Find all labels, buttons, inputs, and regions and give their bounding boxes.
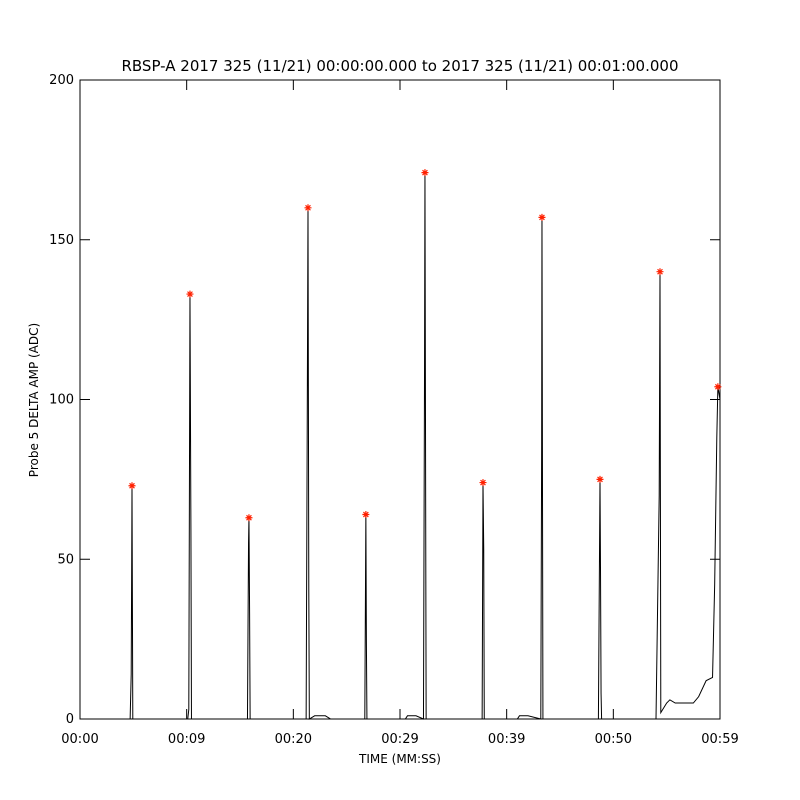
peak-marker: [128, 482, 136, 490]
x-tick-label: 00:20: [275, 732, 312, 747]
peak-marker: [186, 290, 194, 298]
y-tick-label: 150: [49, 233, 74, 248]
y-tick-label: 0: [66, 712, 74, 727]
y-tick-label: 50: [57, 552, 74, 567]
x-tick-label: 00:09: [168, 732, 205, 747]
peak-marker: [714, 383, 722, 391]
peak-marker: [596, 475, 604, 483]
x-tick-label: 00:39: [488, 732, 525, 747]
peak-marker: [362, 511, 370, 519]
peak-marker: [656, 268, 664, 276]
peak-marker: [421, 169, 429, 177]
peak-marker: [479, 479, 487, 487]
x-tick-label: 00:50: [595, 732, 632, 747]
x-tick-label: 00:29: [381, 732, 418, 747]
chart-title: RBSP-A 2017 325 (11/21) 00:00:00.000 to …: [121, 57, 678, 75]
peak-marker: [245, 514, 253, 522]
peak-marker: [304, 204, 312, 212]
y-tick-label: 100: [49, 393, 74, 408]
x-tick-label: 00:00: [61, 732, 98, 747]
y-tick-label: 200: [49, 73, 74, 88]
x-tick-label: 00:59: [701, 732, 738, 747]
y-axis-label: Probe 5 DELTA AMP (ADC): [27, 323, 41, 477]
peak-marker: [538, 213, 546, 221]
x-axis-label: TIME (MM:SS): [358, 752, 441, 766]
